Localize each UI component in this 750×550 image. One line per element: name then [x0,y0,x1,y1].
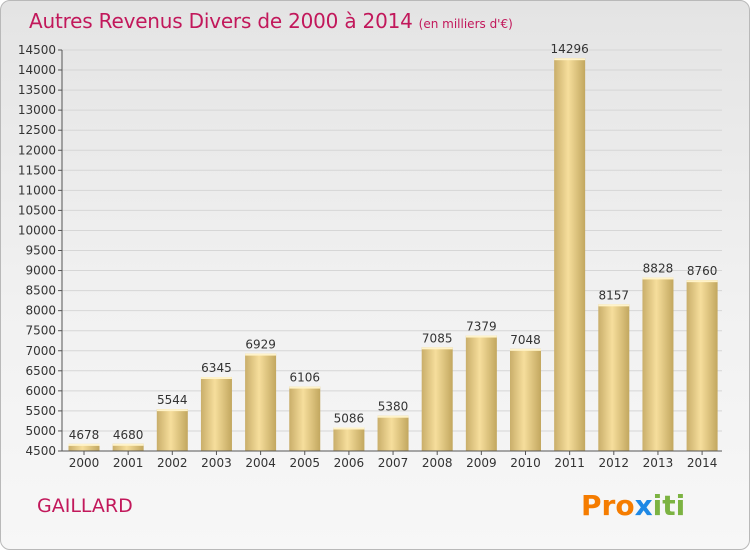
data-label: 6345 [201,361,232,375]
data-label: 7085 [422,331,453,345]
bar-2006 [333,427,365,451]
bar-top-highlight [686,280,718,283]
brand-logo: Proxiti [581,489,685,522]
x-tick-label: 2012 [599,456,630,470]
bar-top-highlight [598,304,630,307]
bar-2013 [642,277,674,451]
chart-title: Autres Revenus Divers de 2000 à 2014 (en … [29,9,513,33]
chart-title-text: Autres Revenus Divers de 2000 à 2014 [29,9,413,33]
brand-letter: r [601,489,616,522]
y-tick-label: 7000 [25,344,56,358]
bar-top-highlight [465,335,497,338]
x-tick-label: 2010 [510,456,541,470]
bars-group [68,58,718,452]
data-label: 8157 [599,288,630,302]
x-tick-label: 2001 [113,456,144,470]
brand-letter: i [652,489,663,522]
data-label: 5544 [157,393,188,407]
bar-2010 [510,348,541,451]
y-tick-label: 9500 [25,244,56,258]
x-axis-ticks: 2000 2001 2002 2003 2004 2005 2006 2007 2008 2009… [69,451,718,470]
x-tick-label: 2004 [245,456,276,470]
data-label: 7379 [466,320,497,334]
bar-top-highlight [377,415,409,418]
bar-top-highlight [421,347,453,350]
x-tick-label: 2007 [378,456,409,470]
bar-top-highlight [333,427,365,430]
brand-letter: o [615,489,635,522]
x-tick-label: 2011 [554,456,585,470]
brand-letter: i [675,489,686,522]
y-tick-label: 10500 [18,203,56,217]
brand-letter: P [581,489,602,522]
bar-2003 [200,377,232,451]
y-tick-label: 5500 [25,404,56,418]
bar-2000 [68,443,100,451]
y-tick-label: 13000 [18,103,56,117]
bar-2005 [289,386,321,451]
x-tick-label: 2005 [289,456,320,470]
bar-2002 [156,409,188,451]
y-tick-label: 10000 [18,223,56,237]
data-label: 6106 [289,371,320,385]
bar-top-highlight [289,386,321,389]
bar-top-highlight [554,58,586,61]
x-tick-label: 2009 [466,456,497,470]
x-tick-label: 2014 [687,456,718,470]
brand-letter: t [662,489,676,522]
bar-top-highlight [200,377,232,380]
brand-letter: x [634,489,653,522]
data-label: 6929 [245,338,276,352]
y-tick-label: 8000 [25,304,56,318]
data-label: 4680 [113,428,144,442]
y-tick-label: 11000 [18,183,56,197]
y-tick-label: 14500 [18,43,56,57]
city-name: GAILLARD [37,495,133,517]
bar-top-highlight [112,443,144,446]
bar-2009 [465,335,497,451]
y-tick-label: 9000 [25,264,56,278]
bar-2014 [686,280,718,451]
bar-2011 [554,58,586,452]
chart-unit-note: (en milliers d'€) [418,17,513,31]
bar-2007 [377,415,409,451]
data-labels-group: 4678 4680 5544 6345 6929 6106 5086 5380 7085 7379… [69,42,718,442]
bar-2012 [598,304,630,451]
bar-2001 [112,443,144,451]
bar-top-highlight [245,353,277,356]
bar-top-highlight [68,443,100,446]
x-tick-label: 2008 [422,456,453,470]
bar-2004 [245,353,277,451]
data-label: 5086 [334,412,365,426]
data-label: 8828 [643,261,674,275]
y-tick-label: 12000 [18,143,56,157]
y-tick-label: 6500 [25,364,56,378]
data-label: 14296 [551,42,589,56]
bar-top-highlight [510,348,541,351]
y-tick-label: 14000 [18,63,56,77]
y-tick-label: 8500 [25,284,56,298]
bar-top-highlight [642,277,674,280]
bar-top-highlight [156,409,188,412]
y-tick-label: 7500 [25,324,56,338]
y-tick-label: 5000 [25,424,56,438]
x-tick-label: 2002 [157,456,188,470]
y-axis-ticks: 4500 5000 5500 6000 6500 7000 7500 8000 8500 9000… [18,43,62,458]
y-tick-label: 4500 [25,444,56,458]
x-tick-label: 2006 [334,456,365,470]
y-tick-label: 6000 [25,384,56,398]
data-label: 5380 [378,400,409,414]
y-tick-label: 11500 [18,163,56,177]
x-tick-label: 2013 [643,456,674,470]
data-label: 4678 [69,428,100,442]
x-tick-label: 2003 [201,456,232,470]
data-label: 7048 [510,333,541,347]
y-tick-label: 13500 [18,83,56,97]
bar-2008 [421,347,453,451]
data-label: 8760 [687,264,718,278]
x-tick-label: 2000 [69,456,100,470]
y-tick-label: 12500 [18,123,56,137]
